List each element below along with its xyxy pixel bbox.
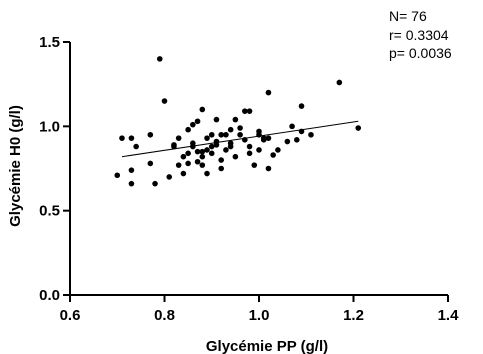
data-point: [237, 131, 243, 138]
data-point: [208, 150, 215, 157]
data-point: [175, 162, 182, 168]
data-point: [246, 143, 253, 150]
x-tick-label: 1.2: [343, 307, 364, 324]
data-point: [355, 125, 362, 131]
data-point: [119, 135, 125, 141]
x-tick-label: 0.6: [60, 307, 81, 324]
y-ticks: 0.0 0.5 1.0 1.5: [39, 34, 70, 304]
data-point: [265, 135, 272, 141]
data-point: [265, 89, 272, 96]
data-point: [270, 152, 276, 158]
x-tick-label: 1.4: [438, 307, 460, 324]
data-point: [199, 148, 206, 155]
data-point: [128, 167, 135, 173]
x-tick-label: 0.8: [154, 307, 175, 324]
y-tick-label: 0.0: [39, 287, 60, 304]
y-tick-label: 1.5: [39, 34, 60, 51]
data-point: [246, 150, 253, 157]
data-point: [289, 123, 295, 130]
data-point: [171, 143, 177, 150]
data-point: [190, 121, 196, 128]
data-point: [208, 131, 215, 138]
x-tick-label: 1.0: [249, 307, 270, 324]
stat-r: r= 0.3304: [389, 27, 449, 43]
data-point: [242, 108, 248, 114]
data-point: [133, 143, 139, 150]
data-point: [175, 135, 182, 141]
data-point: [260, 135, 267, 141]
data-point: [232, 116, 239, 123]
data-point: [232, 153, 239, 160]
data-point: [223, 147, 229, 153]
data-point: [336, 79, 343, 86]
data-point: [218, 131, 224, 138]
y-tick-label: 0.5: [39, 203, 60, 220]
data-point: [190, 140, 196, 146]
x-axis-label: Glycémie PP (g/l): [206, 338, 328, 354]
data-point: [199, 153, 206, 160]
data-point: [128, 180, 135, 187]
data-point: [147, 160, 154, 167]
data-point: [194, 158, 201, 165]
data-point: [166, 174, 173, 180]
data-point: [294, 137, 300, 143]
data-point: [185, 126, 191, 133]
x-ticks: 0.6 0.8 1.0 1.2 1.4: [60, 295, 460, 324]
data-point: [213, 138, 220, 145]
data-point: [180, 153, 187, 160]
data-point: [218, 165, 224, 172]
data-point: [223, 131, 229, 138]
data-point: [194, 148, 201, 155]
data-point: [185, 150, 191, 157]
points-layer: [114, 56, 362, 187]
y-tick-label: 1.0: [39, 118, 60, 135]
data-point: [237, 125, 243, 131]
data-point: [185, 160, 191, 167]
data-point: [180, 170, 187, 177]
data-point: [147, 131, 154, 138]
axes: [69, 42, 448, 296]
stat-p: p= 0.0036: [389, 45, 452, 61]
data-point: [152, 180, 158, 187]
data-point: [298, 103, 305, 109]
data-point: [199, 106, 206, 113]
data-point: [218, 157, 224, 163]
data-point: [265, 165, 272, 172]
y-axis-label: Glycémie H0 (g/l): [7, 105, 24, 227]
regression-line: [121, 120, 359, 158]
data-point: [227, 126, 234, 133]
data-point: [275, 147, 281, 153]
data-point: [208, 143, 215, 150]
data-point: [161, 98, 168, 104]
data-point: [204, 170, 210, 177]
data-point: [308, 131, 314, 138]
data-point: [156, 56, 163, 62]
data-point: [194, 118, 201, 125]
data-point: [199, 162, 206, 168]
data-point: [256, 147, 262, 153]
data-point: [284, 138, 291, 145]
data-point: [227, 143, 234, 150]
data-point: [246, 108, 253, 114]
data-point: [128, 135, 135, 141]
data-point: [213, 116, 220, 123]
data-point: [251, 162, 258, 168]
data-point: [204, 147, 210, 153]
stat-n: N= 76: [389, 8, 427, 24]
data-point: [204, 135, 210, 141]
data-point: [114, 172, 121, 179]
